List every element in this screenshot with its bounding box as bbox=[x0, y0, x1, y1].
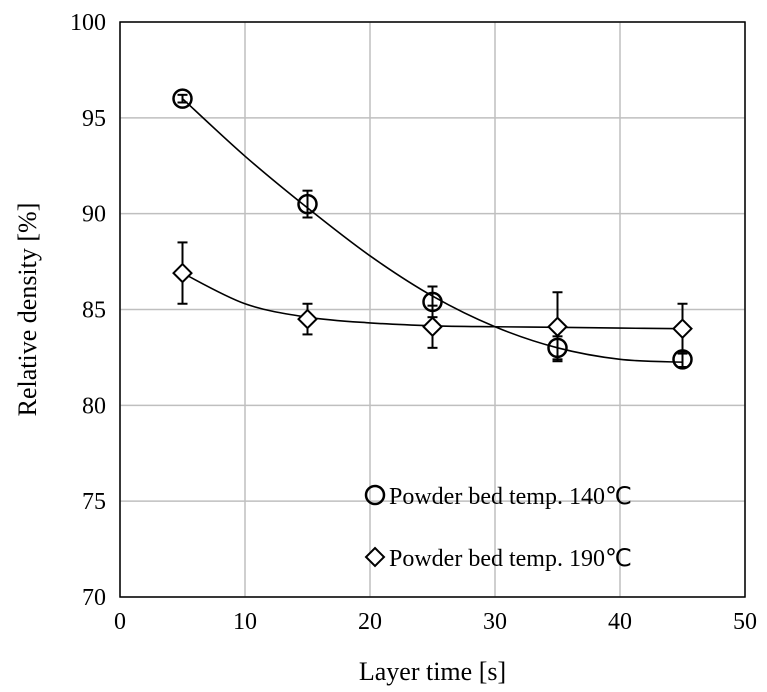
x-tick-label: 30 bbox=[483, 609, 507, 635]
x-tick-label: 20 bbox=[358, 609, 382, 635]
data-point-circle-15 bbox=[297, 193, 318, 215]
error-bar bbox=[177, 93, 188, 104]
x-tick-label: 0 bbox=[114, 609, 126, 635]
plot-frame bbox=[119, 21, 746, 598]
y-tick-labels: 70 75 80 85 90 95 100 bbox=[70, 10, 106, 611]
legend: Powder bed temp. 140℃ Powder bed temp. 1… bbox=[364, 484, 632, 572]
data-point-diamond-35 bbox=[547, 316, 568, 338]
y-tick-label: 75 bbox=[82, 489, 106, 515]
legend-label-190c: Powder bed temp. 190℃ bbox=[389, 546, 632, 572]
legend-item-190c: Powder bed temp. 190℃ bbox=[364, 546, 632, 572]
y-axis-title: Relative density [%] bbox=[13, 203, 42, 417]
data-point-circle-35 bbox=[547, 337, 568, 359]
data-point-circle-25 bbox=[422, 291, 443, 313]
diamond-marker-icon bbox=[364, 546, 386, 568]
x-tick-label: 50 bbox=[733, 609, 757, 635]
x-tick-labels: 0 10 20 30 40 50 bbox=[114, 609, 757, 635]
x-axis-title: Layer time [s] bbox=[359, 657, 506, 686]
y-tick-label: 90 bbox=[82, 202, 106, 228]
fit-curve-series-0 bbox=[181, 98, 683, 364]
x-tick-label: 40 bbox=[608, 609, 632, 635]
data-point-diamond-45 bbox=[672, 318, 693, 340]
y-tick-label: 70 bbox=[82, 585, 106, 611]
circle-marker-icon bbox=[364, 484, 386, 506]
data-point-diamond-25 bbox=[422, 316, 443, 338]
legend-item-140c: Powder bed temp. 140℃ bbox=[364, 484, 632, 510]
x-tick-label: 10 bbox=[233, 609, 257, 635]
y-tick-label: 85 bbox=[82, 298, 106, 324]
data-point-diamond-5 bbox=[172, 262, 193, 284]
data-point-circle-5 bbox=[172, 88, 193, 109]
legend-marker-shape bbox=[364, 484, 386, 506]
data-point-diamond-15 bbox=[297, 308, 318, 330]
legend-label-140c: Powder bed temp. 140℃ bbox=[389, 484, 632, 510]
y-tick-label: 95 bbox=[82, 106, 106, 132]
legend-marker-shape bbox=[364, 546, 386, 568]
y-tick-label: 80 bbox=[82, 393, 106, 419]
y-tick-label: 100 bbox=[70, 10, 106, 36]
data-markers bbox=[172, 88, 693, 370]
data-point-circle-45 bbox=[672, 349, 693, 370]
